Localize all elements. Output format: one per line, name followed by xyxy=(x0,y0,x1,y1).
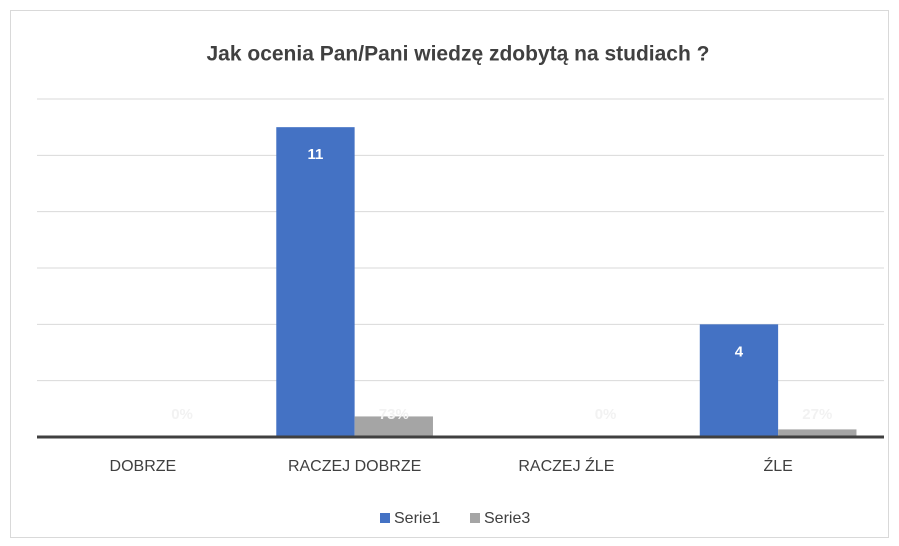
x-tick-label: DOBRZE xyxy=(110,458,177,475)
bar xyxy=(778,429,857,437)
data-label: 11 xyxy=(308,146,324,163)
data-label: 0 xyxy=(100,406,108,423)
legend-label: Serie3 xyxy=(484,510,530,527)
legend-label: Serie1 xyxy=(394,510,440,527)
data-label: 0% xyxy=(595,406,617,423)
chart-title: Jak ocenia Pan/Pani wiedzę zdobytą na st… xyxy=(207,43,710,66)
legend-swatch xyxy=(380,513,390,523)
data-label: 27% xyxy=(802,406,832,423)
data-label: 0% xyxy=(171,406,193,423)
bar xyxy=(276,127,355,438)
data-label: 4 xyxy=(735,343,744,360)
x-tick-label: RACZEJ ŹLE xyxy=(518,456,614,475)
data-label: 0 xyxy=(523,406,531,423)
chart-border xyxy=(10,10,889,538)
x-tick-label: RACZEJ DOBRZE xyxy=(288,458,421,475)
data-label: 73% xyxy=(379,406,409,423)
x-tick-label: ŹLE xyxy=(763,456,792,475)
bar xyxy=(699,324,779,437)
bar xyxy=(354,416,433,437)
legend-swatch xyxy=(470,513,480,523)
